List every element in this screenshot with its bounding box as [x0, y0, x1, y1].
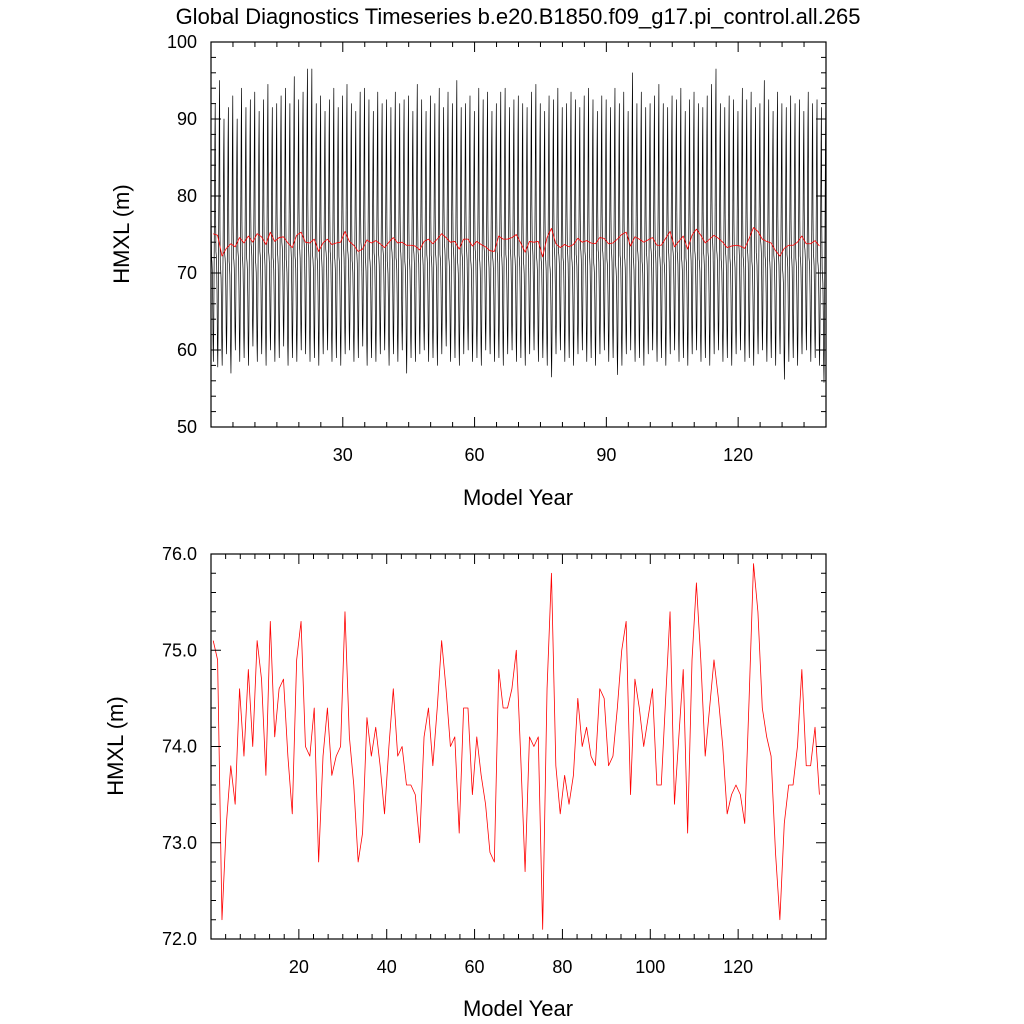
- y-tick-label: 74.0: [162, 737, 197, 757]
- bottom-y-tick-labels: 72.0 73.0 74.0 75.0 76.0: [162, 544, 197, 949]
- bottom-x-tick-labels: 20 40 60 80 100 120: [289, 957, 753, 977]
- chart-panel-monthly: 30 60 90 120 50 60 70 80 90 100 HMXL (m) Model Y…: [109, 32, 827, 510]
- top-x-tick-labels: 30 60 90 120: [333, 445, 753, 465]
- top-series-lines: [210, 68, 827, 383]
- bottom-series-lines: [212, 563, 820, 930]
- bottom-y-axis-label: HMXL (m): [103, 696, 128, 795]
- y-tick-label: 72.0: [162, 929, 197, 949]
- series-line-annual-mean: [212, 563, 820, 930]
- series-line-annual-mean: [213, 227, 820, 258]
- top-axis-ticks: [211, 41, 826, 428]
- y-tick-label: 76.0: [162, 544, 197, 564]
- x-tick-label: 20: [289, 957, 309, 977]
- y-tick-label: 75.0: [162, 640, 197, 660]
- top-plot-frame: [210, 41, 827, 428]
- bottom-plot-frame: [210, 553, 827, 940]
- x-tick-label: 60: [465, 957, 485, 977]
- top-x-axis-label: Model Year: [463, 485, 573, 510]
- x-tick-label: 100: [635, 957, 665, 977]
- x-tick-label: 90: [596, 445, 616, 465]
- x-tick-label: 120: [723, 445, 753, 465]
- bottom-axis-ticks: [211, 553, 827, 940]
- y-tick-label: 90: [177, 109, 197, 129]
- chart-panel-annual: 20 40 60 80 100 120 72.0 73.0 74.0 75.0 76.0 HMXL…: [103, 544, 827, 1021]
- y-tick-label: 80: [177, 186, 197, 206]
- y-tick-label: 70: [177, 263, 197, 283]
- y-tick-label: 73.0: [162, 833, 197, 853]
- figure-title: Global Diagnostics Timeseries b.e20.B185…: [176, 4, 861, 29]
- x-tick-label: 80: [552, 957, 572, 977]
- x-tick-label: 120: [723, 957, 753, 977]
- x-tick-label: 40: [377, 957, 397, 977]
- top-y-tick-labels: 50 60 70 80 90 100: [167, 32, 197, 437]
- y-tick-label: 60: [177, 340, 197, 360]
- x-tick-label: 60: [465, 445, 485, 465]
- y-tick-label: 100: [167, 32, 197, 52]
- bottom-x-axis-label: Model Year: [463, 996, 573, 1021]
- top-y-axis-label: HMXL (m): [109, 184, 134, 283]
- x-tick-label: 30: [333, 445, 353, 465]
- series-line-monthly: [210, 68, 827, 383]
- y-tick-label: 50: [177, 417, 197, 437]
